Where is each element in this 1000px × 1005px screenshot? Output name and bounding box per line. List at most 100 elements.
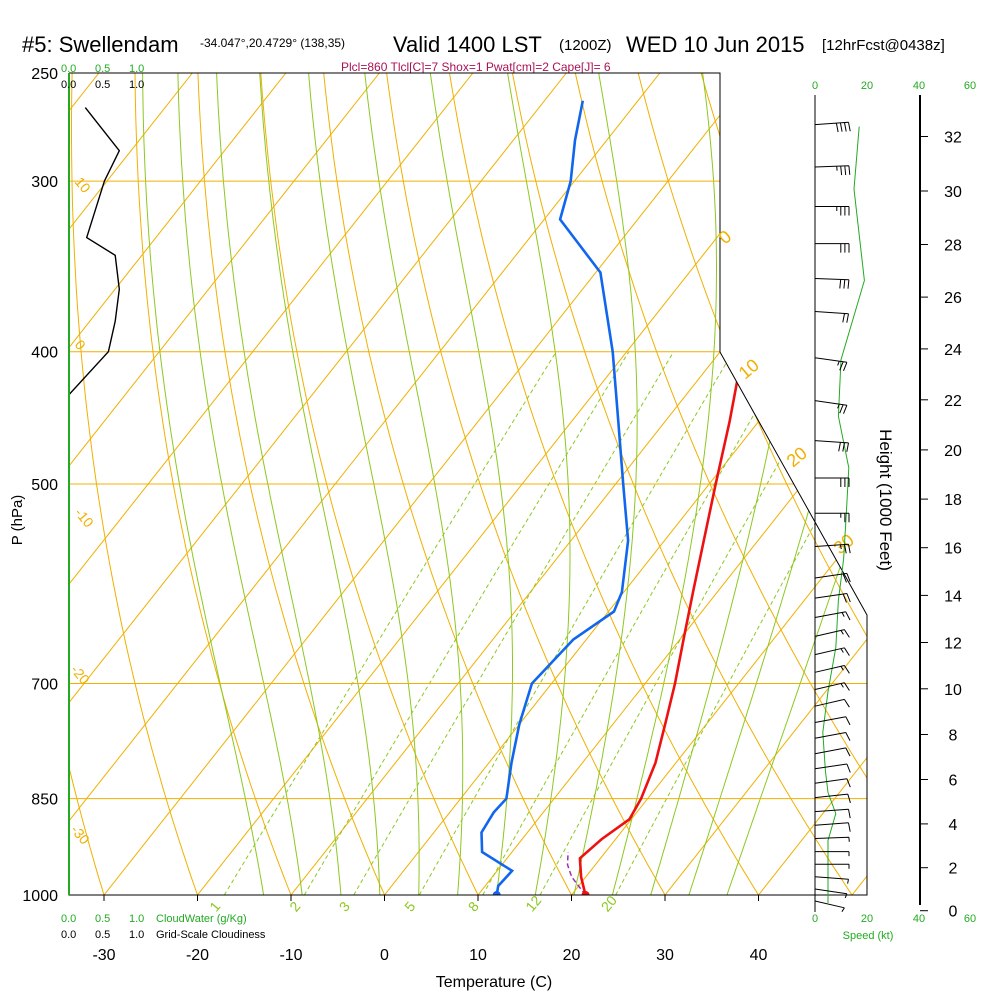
moist-adiabat-line (427, 49, 512, 924)
height-tick-label: 16 (944, 541, 962, 558)
moist-adiabat-line (307, 49, 419, 924)
wind-barb (815, 823, 850, 832)
cloudiness-bottom-tick-1: 0.5 (95, 929, 110, 941)
dry-adiabat-line (508, 49, 872, 924)
wind-barb (815, 513, 849, 522)
dry-adiabat-line (0, 49, 18, 924)
dry-adiabat-line (632, 49, 1000, 924)
wind-barb (815, 358, 847, 371)
height-tick-label: 22 (944, 393, 962, 410)
mixing-ratio-label: 5 (401, 898, 418, 914)
wind-barb (815, 733, 850, 741)
moist-adiabat-line (216, 49, 343, 924)
speed-top-tick-3: 60 (964, 80, 976, 92)
wind-barb (815, 244, 849, 253)
site-coords: -34.047°,20.4729° (138,35) (200, 36, 345, 50)
height-tick-label: 14 (944, 588, 962, 605)
wind-barb (815, 630, 849, 638)
dry-adiabat-line (881, 49, 1000, 924)
zulu-time: (1200Z) (559, 37, 612, 54)
dry-adiabat-line (694, 49, 1000, 924)
wind-barb (815, 312, 849, 323)
height-tick-label: 26 (944, 290, 962, 307)
height-axis-title: Height (1000 Feet) (876, 429, 895, 571)
wind-barb (815, 401, 847, 414)
stability-indices: Plcl=860 Tlcl[C]=7 Shox=1 Pwat[cm]=2 Cap… (341, 60, 611, 74)
moist-adiabat-line (143, 49, 269, 924)
dry-adiabat-line (819, 49, 1000, 924)
cloudiness-bottom-tick-2: 1.0 (129, 929, 144, 941)
mixing-ratio-line (304, 352, 629, 895)
x-tick-label: 0 (380, 947, 389, 964)
cloudiness-bottom-tick-0: 0.0 (61, 929, 76, 941)
moist-adiabat-line (362, 49, 463, 924)
isotherm-label: 10 (735, 355, 763, 383)
dry-adiabat-line (943, 49, 1000, 924)
height-tick-label: 8 (949, 728, 958, 745)
x-tick-label: 40 (750, 947, 768, 964)
wind-barb (815, 279, 849, 289)
thermo-grid (0, 49, 1000, 924)
height-tick-label: 24 (944, 342, 962, 359)
forecast-hour: [12hrFcst@0438z] (822, 37, 945, 54)
wind-panel (815, 95, 864, 912)
dry-adiabat-line (197, 49, 397, 924)
cloudwater-top-tick-1: 0.5 (95, 63, 110, 75)
dry-adiabat-line (384, 49, 682, 924)
isotherm-label: 10 (72, 174, 94, 196)
mixing-ratio-line (616, 352, 910, 895)
wind-barb (815, 852, 849, 857)
pressure-tick-label: 700 (31, 677, 58, 694)
mixing-ratio-label: 8 (465, 898, 482, 914)
moist-adiabat-line (504, 49, 570, 924)
x-tick-label: 10 (469, 947, 487, 964)
speed-axis-label: Speed (kt) (843, 930, 894, 942)
isotherm-line (852, 73, 1000, 895)
cloudiness-top-tick-0: 0.0 (61, 79, 76, 91)
y-axis-title: P (hPa) (9, 495, 26, 546)
x-tick-label: 20 (563, 947, 581, 964)
height-tick-label: 6 (949, 773, 958, 790)
wind-barb (815, 764, 850, 773)
speed-top-tick-0: 0 (812, 80, 818, 92)
height-tick-label: 0 (949, 904, 958, 921)
pressure-tick-label: 850 (31, 792, 58, 809)
height-tick-label: 2 (949, 861, 958, 878)
valid-date: WED 10 Jun 2015 (626, 32, 805, 57)
cloudwater-top-tick-0: 0.0 (61, 63, 76, 75)
pressure-tick-label: 1000 (22, 888, 58, 905)
x-tick-label: -30 (92, 947, 115, 964)
profiles (69, 101, 802, 899)
pressure-tick-label: 500 (31, 477, 58, 494)
speed-bottom-tick-3: 60 (964, 913, 976, 925)
x-tick-label: 30 (656, 947, 674, 964)
wind-barb (815, 441, 849, 452)
pressure-tick-label: 300 (31, 174, 58, 191)
height-tick-label: 12 (944, 636, 962, 653)
speed-top-tick-1: 20 (861, 80, 873, 92)
cloudwater-top-tick-2: 1.0 (129, 63, 144, 75)
cloudwater-bottom-tick-1: 0.5 (95, 913, 110, 925)
site-title: #5: Swellendam (22, 32, 179, 57)
cloudiness-top-tick-1: 0.5 (95, 79, 110, 91)
wind-barb (815, 648, 849, 656)
height-tick-label: 20 (944, 443, 962, 460)
pressure-tick-label: 250 (31, 66, 58, 83)
dry-adiabat-line (321, 49, 587, 924)
wind-barb (815, 612, 850, 620)
pressure-tick-label: 400 (31, 345, 58, 362)
mixing-ratio-line (224, 352, 556, 895)
moist-adiabat-line (605, 49, 717, 924)
cloudiness-bottom-label: Grid-Scale Cloudiness (156, 929, 266, 941)
cloudiness-top-tick-2: 1.0 (129, 79, 144, 91)
height-tick-label: 28 (944, 238, 962, 255)
wind-barb (815, 901, 844, 912)
height-tick-label: 30 (944, 184, 962, 201)
isotherm-label: -10 (72, 505, 97, 531)
cloudwater-bottom-tick-0: 0.0 (61, 913, 76, 925)
isotherm-line (0, 73, 5, 895)
speed-top-tick-2: 40 (913, 80, 925, 92)
